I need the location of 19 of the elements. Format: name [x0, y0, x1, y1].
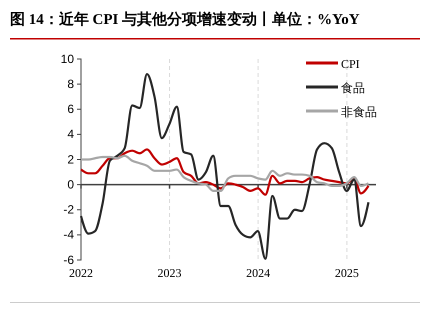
- line-series: [80, 148, 370, 196]
- y-tick-label: 2: [67, 152, 74, 166]
- y-tick-label: 8: [67, 76, 74, 91]
- y-tick-label: 4: [67, 127, 74, 142]
- x-tick-label: 2025: [334, 266, 359, 280]
- x-tick-label: 2023: [158, 266, 182, 280]
- x-tick-label: 2024: [246, 266, 270, 280]
- legend-label: CPI: [341, 57, 360, 71]
- y-tick-label: -2: [63, 202, 74, 217]
- legend-label: 食品: [341, 81, 365, 95]
- y-tick-label: -6: [63, 252, 74, 267]
- y-tick-label: -4: [63, 228, 74, 242]
- line-series: [80, 154, 370, 192]
- y-tick-label: 10: [60, 52, 74, 66]
- legend-label: 非食品: [341, 105, 377, 119]
- y-tick-label: 6: [67, 102, 74, 116]
- y-tick-label: 0: [67, 177, 74, 192]
- x-tick-label: 2022: [69, 266, 93, 280]
- chart-title: 图 14：近年 CPI 与其他分项增速变动丨单位：%YoY: [10, 10, 360, 28]
